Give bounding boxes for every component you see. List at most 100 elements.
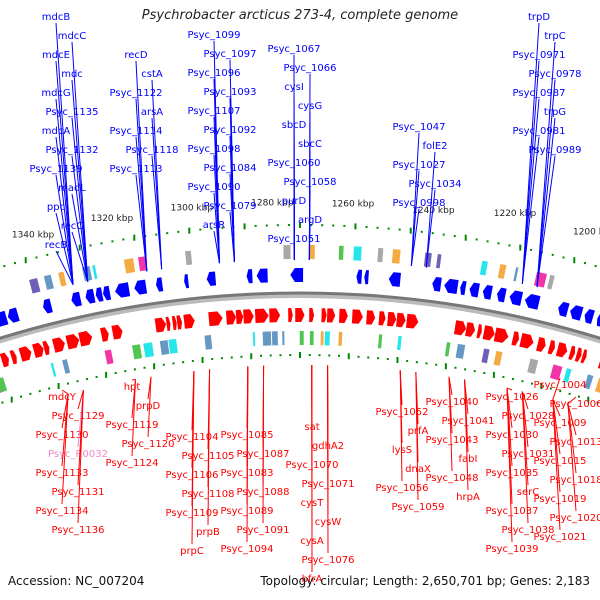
minor-tick bbox=[1, 401, 4, 404]
reverse-gene-label: Psyc_1041 bbox=[442, 416, 495, 427]
minor-tick bbox=[453, 235, 456, 238]
forward-gene-label: Psyc_0981 bbox=[513, 126, 566, 137]
reverse-gene-label: Psyc_1028 bbox=[502, 411, 555, 422]
minor-tick bbox=[182, 361, 185, 364]
minor-tick bbox=[14, 262, 17, 265]
reverse-gene bbox=[351, 309, 363, 324]
accession-text: Accession: NC_007204 bbox=[8, 574, 145, 588]
reverse-gene-leader bbox=[567, 396, 577, 405]
major-tick bbox=[243, 223, 246, 230]
forward-gene-label: mdcE bbox=[42, 50, 70, 61]
forward-gene bbox=[7, 307, 20, 323]
minor-tick bbox=[279, 354, 282, 357]
forward-gene bbox=[246, 269, 253, 284]
forward-gene bbox=[444, 278, 459, 294]
reverse-gene-label: prpB bbox=[196, 527, 220, 538]
reverse-gene-label: Psyc_1021 bbox=[534, 532, 587, 543]
reverse-gene-label: Psyc_1048 bbox=[426, 473, 479, 484]
forward-gene-leader bbox=[135, 174, 148, 272]
cog-block bbox=[391, 249, 401, 264]
forward-gene-label: Psyc_1096 bbox=[188, 68, 241, 79]
minor-tick bbox=[162, 363, 165, 366]
cog-block bbox=[479, 260, 488, 276]
reverse-gene bbox=[321, 308, 327, 323]
minor-tick bbox=[287, 224, 290, 227]
reverse-gene-leader bbox=[552, 399, 561, 531]
major-tick bbox=[299, 352, 301, 358]
cog-block bbox=[324, 331, 330, 346]
reverse-gene-label: fabI bbox=[459, 454, 478, 465]
reverse-gene-leader bbox=[191, 370, 195, 545]
cog-block bbox=[549, 364, 563, 381]
forward-gene-label: cysG bbox=[298, 101, 322, 112]
forward-gene bbox=[482, 284, 493, 300]
minor-tick bbox=[420, 230, 423, 233]
major-tick bbox=[409, 227, 412, 234]
minor-tick bbox=[577, 395, 580, 398]
major-tick bbox=[153, 363, 156, 370]
reverse-gene-label: Psyc_1031 bbox=[502, 449, 555, 460]
reverse-gene-label: Psyc_1120 bbox=[122, 439, 175, 450]
reverse-gene-label: Psyc_1035 bbox=[486, 468, 539, 479]
forward-gene-leader bbox=[71, 117, 89, 282]
reverse-gene bbox=[9, 350, 17, 365]
forward-gene-leader bbox=[71, 79, 89, 282]
forward-gene bbox=[0, 310, 9, 327]
major-tick bbox=[464, 234, 467, 241]
reverse-gene-label: Psyc_1136 bbox=[52, 525, 105, 536]
forward-gene bbox=[134, 279, 148, 295]
forward-gene bbox=[356, 269, 363, 284]
major-tick bbox=[188, 227, 191, 234]
cog-block bbox=[58, 271, 67, 287]
forward-gene-label: Psyc_1079 bbox=[204, 201, 257, 212]
reverse-gene bbox=[32, 342, 44, 358]
forward-gene-label: recD bbox=[124, 50, 148, 61]
reverse-gene-label: Psyc_1019 bbox=[534, 494, 587, 505]
minor-tick bbox=[530, 382, 533, 385]
cog-block bbox=[444, 342, 451, 357]
forward-gene bbox=[184, 274, 190, 289]
backbone-line bbox=[0, 291, 600, 340]
forward-gene-leader bbox=[536, 117, 556, 288]
cog-block bbox=[338, 245, 344, 260]
forward-gene-label: madL bbox=[58, 183, 86, 194]
reverse-gene bbox=[339, 308, 348, 324]
forward-gene-leader bbox=[536, 41, 556, 288]
minor-tick bbox=[310, 224, 313, 227]
forward-gene-leader bbox=[410, 132, 420, 266]
minor-tick bbox=[387, 227, 390, 230]
forward-gene-leader bbox=[135, 98, 148, 272]
reverse-gene-label: bfrA bbox=[302, 574, 323, 585]
reverse-gene bbox=[536, 337, 546, 352]
minor-tick bbox=[210, 227, 213, 230]
reverse-gene-leader bbox=[262, 365, 265, 524]
minor-tick bbox=[259, 354, 262, 357]
minor-tick bbox=[269, 354, 272, 357]
reverse-gene bbox=[366, 310, 376, 325]
cog-block bbox=[497, 264, 507, 279]
minor-tick bbox=[318, 354, 321, 357]
minor-tick bbox=[67, 382, 70, 385]
reverse-gene-leader bbox=[506, 387, 513, 543]
minor-tick bbox=[367, 356, 370, 359]
reverse-gene-label: Psyc_1059 bbox=[392, 502, 445, 513]
reverse-gene-label: Psyc_1004 bbox=[534, 380, 587, 391]
major-tick bbox=[444, 363, 447, 370]
forward-gene-label: cstA bbox=[141, 69, 163, 80]
reverse-gene-label: Psyc_1134 bbox=[36, 506, 89, 517]
forward-gene-label: Psyc_1098 bbox=[188, 144, 241, 155]
minor-tick bbox=[435, 363, 438, 366]
forward-gene-label: argD bbox=[298, 215, 322, 226]
minor-tick bbox=[100, 242, 103, 245]
reverse-gene bbox=[493, 327, 509, 343]
forward-gene-label: Psyc_1090 bbox=[188, 182, 241, 193]
major-tick bbox=[573, 257, 576, 264]
minor-tick bbox=[583, 262, 586, 265]
cog-block bbox=[527, 358, 539, 375]
forward-gene-leader bbox=[213, 230, 220, 264]
forward-gene bbox=[95, 287, 104, 302]
scale-label: 1260 kbp bbox=[332, 199, 375, 209]
forward-gene bbox=[43, 298, 53, 314]
reverse-gene-label: prfA bbox=[408, 426, 429, 437]
